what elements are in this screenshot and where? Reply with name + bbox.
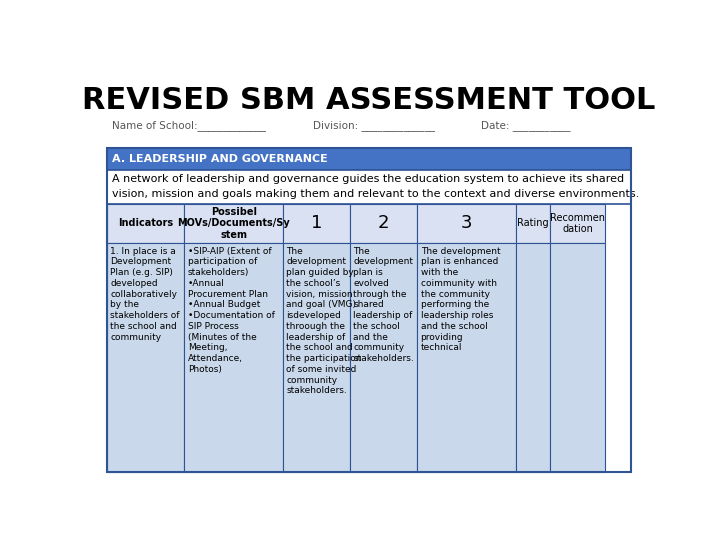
Text: Name of School:_____________: Name of School:_____________ [112,120,266,131]
Text: Rating: Rating [517,218,549,228]
Bar [350,243,418,472]
Bar [516,204,550,243]
Bar [107,170,631,204]
Bar [283,204,350,243]
Text: •SIP-AIP (Extent of
participation of
stakeholders)
•Annual
Procurement Plan
•Ann: •SIP-AIP (Extent of participation of sta… [188,246,274,374]
Bar [107,148,631,472]
Text: 3: 3 [461,214,472,232]
Text: Indicators: Indicators [118,218,173,228]
Text: A network of leadership and governance guides the education system to achieve it: A network of leadership and governance g… [112,174,624,184]
Bar [107,148,631,170]
Bar [184,204,283,243]
Text: REVISED SBM ASSESSMENT TOOL: REVISED SBM ASSESSMENT TOOL [82,85,656,114]
Bar [550,243,605,472]
Text: The development
plan is enhanced
with the
coimmunity with
the community
performi: The development plan is enhanced with th… [420,246,500,352]
Bar [418,204,516,243]
Bar [516,243,550,472]
Text: 2: 2 [378,214,390,232]
Bar [283,243,350,472]
Text: The
development
plan is
evolved
through the
shared
leadership of
the school
and : The development plan is evolved through … [354,246,414,363]
Text: Possibel
MOVs/Documents/Sy
stem: Possibel MOVs/Documents/Sy stem [177,207,290,240]
Bar [350,204,418,243]
Bar [418,243,516,472]
Text: 1: 1 [311,214,323,232]
Text: The
development
plan guided by
the school’s
vision, mission
and goal (VMG)
isdev: The development plan guided by the schoo… [287,246,362,395]
Bar [184,243,283,472]
Bar [107,204,184,243]
Text: vision, mission and goals making them and relevant to the context and diverse en: vision, mission and goals making them an… [112,189,639,199]
Text: Division: ______________: Division: ______________ [313,120,435,131]
Bar [550,204,605,243]
Text: Date: ___________: Date: ___________ [481,120,570,131]
Bar [107,243,184,472]
Text: A. LEADERSHIP AND GOVERNANCE: A. LEADERSHIP AND GOVERNANCE [112,154,328,164]
Text: 1. In place is a
Development
Plan (e.g. SIP)
developed
collaboratively
by the
st: 1. In place is a Development Plan (e.g. … [110,246,179,341]
Text: Recommen
dation: Recommen dation [550,213,605,234]
